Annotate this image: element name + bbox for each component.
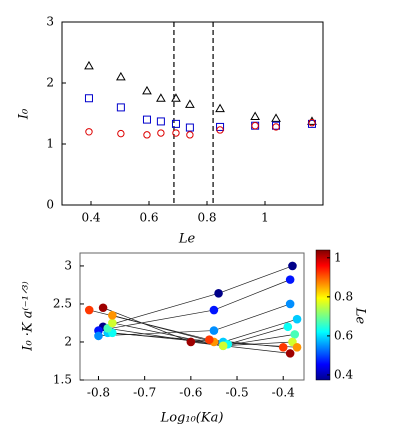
y-tick-label: 2 bbox=[46, 76, 54, 90]
y-tick-label: 1 bbox=[46, 137, 54, 151]
x-tick-label: 1 bbox=[261, 211, 269, 225]
data-point bbox=[98, 303, 108, 313]
square-marker bbox=[307, 119, 316, 128]
data-point bbox=[209, 326, 219, 335]
colorbar-label: Le bbox=[353, 307, 368, 325]
data-point bbox=[288, 261, 297, 271]
circle-marker bbox=[172, 129, 180, 137]
y-axis-label: I₀ bbox=[17, 108, 32, 120]
triangle-marker bbox=[185, 99, 195, 108]
data-point bbox=[94, 331, 103, 341]
circle-marker bbox=[143, 131, 151, 139]
data-point bbox=[278, 342, 288, 352]
triangle-marker bbox=[215, 103, 225, 113]
x-tick-label: -0.8 bbox=[87, 386, 110, 400]
x-tick-label: -0.6 bbox=[179, 386, 202, 400]
data-point bbox=[283, 322, 293, 332]
y-tick-label: 2.5 bbox=[53, 296, 72, 310]
triangle-marker bbox=[307, 116, 317, 125]
triangle-marker bbox=[142, 85, 152, 95]
x-axis-label: Le bbox=[178, 232, 196, 247]
x-tick-label: -0.4 bbox=[272, 386, 296, 400]
y-tick-label: 3 bbox=[46, 15, 54, 29]
circle-marker bbox=[272, 123, 280, 131]
colorbar bbox=[315, 249, 331, 381]
data-point bbox=[285, 275, 295, 284]
data-point bbox=[209, 305, 219, 315]
data-point bbox=[285, 349, 295, 358]
triangle-marker bbox=[116, 71, 126, 81]
x-tick-label: 0.8 bbox=[197, 211, 216, 225]
connector-line bbox=[98, 279, 291, 331]
circle-marker bbox=[216, 126, 224, 134]
x-tick-label: 0.6 bbox=[139, 211, 158, 225]
colorbar-tick-label: 0.4 bbox=[334, 367, 353, 381]
connector-line bbox=[112, 326, 288, 345]
square-marker bbox=[142, 115, 151, 124]
circle-marker bbox=[85, 128, 93, 136]
x-tick-label: 0.4 bbox=[81, 211, 100, 225]
y-tick-label: 3 bbox=[64, 258, 72, 272]
x-axis-label: Log₁₀(Ka) bbox=[160, 411, 224, 426]
connector-line bbox=[102, 307, 291, 354]
circle-marker bbox=[157, 129, 165, 137]
square-marker bbox=[272, 121, 281, 130]
circle-marker bbox=[308, 118, 316, 127]
data-point bbox=[186, 337, 196, 347]
connector-line bbox=[89, 309, 284, 348]
colorbar-tick-label: 1 bbox=[334, 250, 342, 264]
triangle-marker bbox=[250, 111, 261, 121]
square-marker bbox=[156, 117, 165, 126]
y-tick-label: 0 bbox=[46, 198, 54, 212]
plot-frame bbox=[79, 252, 305, 381]
data-point bbox=[214, 289, 223, 298]
circle-marker bbox=[186, 131, 194, 139]
data-point bbox=[108, 311, 117, 320]
data-point bbox=[84, 305, 94, 315]
circle-marker bbox=[117, 129, 125, 138]
data-point bbox=[218, 341, 228, 351]
data-point bbox=[285, 299, 295, 309]
data-point bbox=[292, 314, 302, 324]
triangle-marker bbox=[84, 60, 94, 70]
square-marker bbox=[84, 94, 93, 103]
square-marker bbox=[171, 119, 180, 128]
x-tick-label: -0.7 bbox=[133, 386, 156, 400]
colorbar-tick-label: 0.8 bbox=[334, 289, 353, 303]
data-point bbox=[292, 342, 302, 352]
square-marker bbox=[216, 122, 225, 131]
y-tick-label: 2 bbox=[64, 334, 72, 348]
square-marker bbox=[185, 123, 194, 132]
triangle-marker bbox=[156, 93, 166, 102]
data-point bbox=[205, 335, 214, 344]
circle-marker bbox=[251, 122, 259, 130]
colorbar-tick-label: 0.6 bbox=[334, 328, 353, 342]
triangle-marker bbox=[171, 93, 181, 102]
x-tick-label: -0.5 bbox=[225, 386, 248, 400]
data-point bbox=[290, 330, 300, 339]
data-point bbox=[108, 318, 117, 328]
connector-line bbox=[102, 265, 293, 328]
y-axis-label: I₀ ·K a⁽⁻¹ᐟ³⁾ bbox=[21, 281, 36, 351]
plot-frame bbox=[61, 21, 324, 206]
square-marker bbox=[116, 103, 125, 112]
triangle-marker bbox=[271, 113, 281, 122]
y-tick-label: 1.5 bbox=[53, 373, 72, 387]
